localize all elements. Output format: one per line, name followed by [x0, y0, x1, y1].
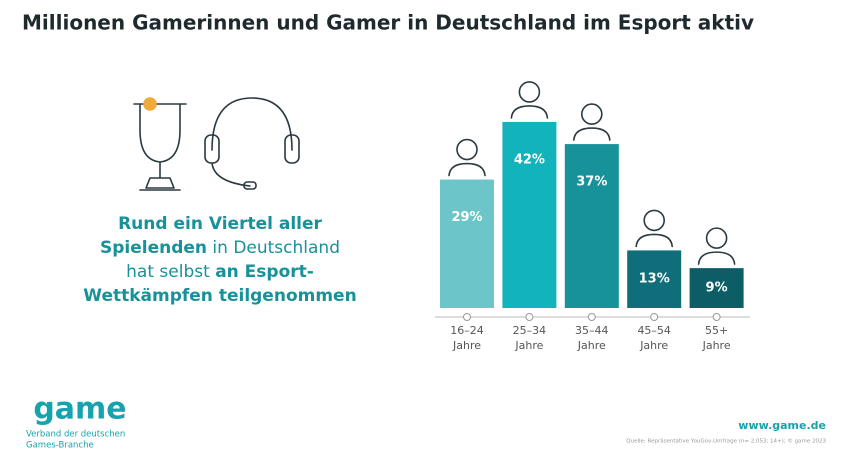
callout-segment: Rund ein Viertel aller	[118, 214, 322, 234]
axis-dot	[525, 313, 534, 321]
person-icon	[573, 103, 611, 141]
callout-segment: an Esport-	[215, 262, 314, 282]
bar	[627, 250, 682, 308]
value-label: 29%	[451, 210, 482, 225]
value-label: 9%	[706, 281, 728, 296]
x-tick-label: Jahre	[452, 339, 481, 352]
x-tick-label: 35–44	[575, 324, 609, 337]
x-tick-label: 45–54	[637, 324, 671, 337]
value-label: 13%	[639, 272, 670, 287]
callout-line: Rund ein Viertel aller	[118, 214, 322, 234]
bar	[440, 179, 494, 308]
person-icon	[448, 138, 486, 177]
x-tick-label: Jahre	[577, 339, 606, 352]
shoulders	[448, 162, 486, 177]
x-tick-label: Jahre	[639, 339, 668, 352]
logo-line: Verband der deutschen	[26, 430, 125, 440]
person-icon	[697, 227, 736, 265]
head	[518, 81, 541, 103]
logo-line: Games-Branche	[26, 441, 94, 451]
shoulders	[697, 251, 736, 265]
x-tick-label: Jahre	[514, 339, 543, 352]
axis-dot	[587, 313, 596, 321]
x-tick-label: 55+	[705, 324, 728, 337]
callout-segment: in Deutschland	[207, 238, 340, 258]
footer-url: www.game.de	[738, 419, 826, 432]
headset-icon	[204, 97, 300, 190]
person-icon	[510, 81, 549, 119]
footer-source: Quelle: Repräsentative YouGov-Umfrage (n…	[626, 438, 826, 445]
head	[705, 227, 728, 249]
callout-line: hat selbst an Esport-	[126, 262, 314, 282]
bar	[564, 144, 619, 308]
axis-dot	[463, 313, 471, 321]
value-label: 37%	[576, 175, 607, 190]
axis-dot	[650, 313, 659, 321]
head	[643, 209, 666, 232]
callout-segment: hat selbst	[126, 262, 215, 282]
bar	[689, 268, 744, 308]
person-icon	[635, 209, 673, 248]
x-tick-label: 25–34	[513, 324, 547, 337]
axis-dot	[712, 313, 721, 321]
callout-segment: Wettkämpfen teilgenommen	[83, 286, 356, 306]
x-tick-label: 16–24	[450, 324, 484, 337]
trophy-icon	[133, 97, 187, 191]
shoulders	[573, 127, 611, 141]
x-tick-label: Jahre	[702, 339, 731, 352]
callout-segment: Spielenden	[100, 238, 207, 258]
head	[580, 103, 603, 125]
shoulders	[510, 105, 549, 119]
chart-title: Millionen Gamerinnen und Gamer in Deutsc…	[22, 11, 754, 35]
callout-line: Wettkämpfen teilgenommen	[83, 286, 356, 306]
shoulders	[635, 233, 673, 248]
callout-line: Spielenden in Deutschland	[100, 238, 340, 258]
bar	[502, 121, 557, 308]
value-label: 42%	[514, 152, 545, 167]
head	[456, 138, 478, 161]
logo-name: game	[33, 392, 126, 427]
